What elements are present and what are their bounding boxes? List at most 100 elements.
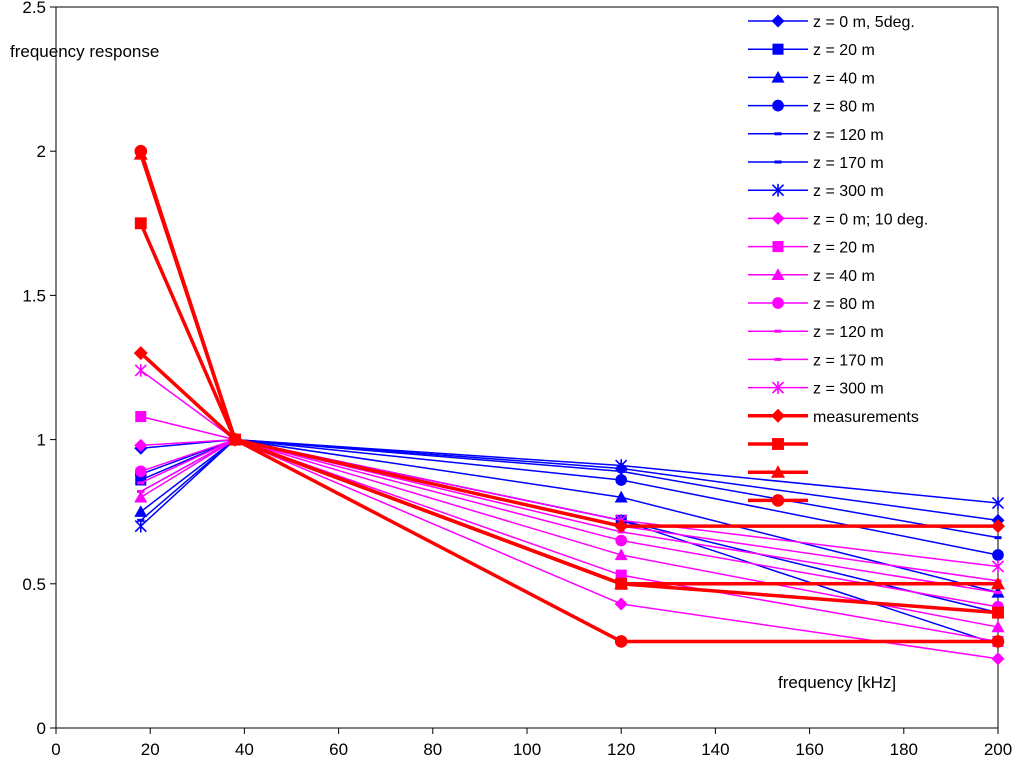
diamond-marker xyxy=(991,652,1005,666)
series-layer xyxy=(133,144,1005,666)
legend-entry xyxy=(748,438,808,450)
series-line xyxy=(140,438,999,628)
asterisk-marker xyxy=(134,519,147,533)
series-line xyxy=(139,351,998,528)
dash-marker xyxy=(774,357,782,361)
legend-label: z = 0 m; 10 deg. xyxy=(813,211,928,228)
dash-marker xyxy=(774,132,782,136)
y-tick-label: 2.5 xyxy=(22,0,46,17)
x-axis-title: frequency [kHz] xyxy=(778,673,896,692)
triangle-marker xyxy=(134,490,148,503)
legend-label: z = 300 m xyxy=(813,381,884,398)
series-line xyxy=(140,438,999,660)
series-line xyxy=(140,438,999,527)
legend-entry: z = 0 m; 10 deg. xyxy=(748,211,928,228)
series-line xyxy=(140,438,999,539)
legend-entry: z = 0 m, 5deg. xyxy=(748,14,915,31)
series-line xyxy=(140,369,999,568)
legend-entry: z = 170 m xyxy=(748,155,884,172)
legend-label: measurements xyxy=(813,409,919,426)
axes: 0 20 40 60 80 100 120 140 160 180 200 0 0.5 1 1.5 2 2.5 xyxy=(22,0,1012,759)
data-series xyxy=(134,433,1005,666)
series-line xyxy=(140,438,999,594)
triangle-marker xyxy=(771,465,785,478)
legend-entry: z = 80 m xyxy=(748,296,875,313)
diamond-marker xyxy=(133,346,148,361)
diamond-marker xyxy=(771,211,785,225)
data-series xyxy=(134,433,1004,613)
legend-label: z = 300 m xyxy=(813,183,884,200)
x-tick-label: 140 xyxy=(701,740,729,759)
legend-entry xyxy=(748,465,808,478)
legend-label: z = 120 m xyxy=(813,127,884,144)
triangle-marker xyxy=(614,548,628,561)
legend-label: z = 120 m xyxy=(813,324,884,341)
legend-entry: z = 300 m xyxy=(748,381,884,398)
triangle-marker xyxy=(614,490,628,503)
dash-marker xyxy=(994,590,1002,594)
legend-entry: z = 20 m xyxy=(748,42,875,59)
x-tick-label: 0 xyxy=(51,740,60,759)
data-series xyxy=(133,346,1005,534)
square-marker xyxy=(992,606,1004,619)
x-tick-label: 200 xyxy=(984,740,1012,759)
diamond-marker xyxy=(614,519,629,534)
legend-label: z = 20 m xyxy=(813,42,875,59)
circle-marker xyxy=(991,635,1005,648)
circle-marker xyxy=(614,635,628,648)
diamond-marker xyxy=(771,408,785,423)
legend-entry: measurements xyxy=(748,408,919,426)
asterisk-marker xyxy=(771,183,785,197)
legend-label: z = 20 m xyxy=(813,240,875,257)
triangle-marker xyxy=(771,70,785,83)
dash-marker xyxy=(774,329,782,333)
triangle-marker xyxy=(991,576,1005,590)
legend: z = 0 m, 5deg. z = 20 m z = 40 m z = 80 m z … xyxy=(748,14,928,507)
x-tick-label: 120 xyxy=(607,740,635,759)
legend-label: z = 40 m xyxy=(813,268,875,285)
circle-marker xyxy=(615,534,628,547)
legend-label: z = 170 m xyxy=(813,155,884,172)
circle-marker xyxy=(615,474,628,486)
circle-marker xyxy=(228,433,242,446)
x-tick-label: 20 xyxy=(141,740,160,759)
asterisk-marker xyxy=(134,364,147,377)
x-tick-label: 40 xyxy=(235,740,254,759)
series-line xyxy=(140,415,999,643)
asterisk-marker xyxy=(771,381,785,394)
asterisk-marker xyxy=(991,496,1005,510)
legend-entry: z = 20 m xyxy=(748,240,875,257)
square-marker xyxy=(615,569,627,581)
series-line xyxy=(139,150,998,644)
asterisk-marker xyxy=(991,560,1005,573)
x-tick-label: 60 xyxy=(329,740,348,759)
legend-label: z = 170 m xyxy=(813,352,884,369)
series-line xyxy=(140,438,999,608)
circle-marker xyxy=(992,549,1004,561)
y-tick-label: 1 xyxy=(37,431,46,450)
triangle-marker xyxy=(991,620,1005,633)
y-axis-title: frequency response xyxy=(10,42,159,61)
legend-label: z = 80 m xyxy=(813,99,875,116)
x-tick-label: 160 xyxy=(795,740,823,759)
legend-entry: z = 170 m xyxy=(748,352,884,369)
legend-entry xyxy=(748,494,808,507)
triangle-marker xyxy=(134,505,148,517)
dash-marker xyxy=(994,536,1002,540)
dash-marker xyxy=(137,490,145,494)
diamond-marker xyxy=(614,597,628,611)
legend-label: z = 40 m xyxy=(813,70,875,87)
circle-marker xyxy=(134,465,147,478)
diamond-marker xyxy=(771,14,785,28)
diamond-marker xyxy=(991,519,1005,534)
x-tick-label: 80 xyxy=(423,740,442,759)
dash-marker xyxy=(137,481,145,485)
legend-entry: z = 300 m xyxy=(748,183,884,200)
series-line xyxy=(140,438,999,594)
legend-label: z = 80 m xyxy=(813,296,875,313)
legend-entry: z = 120 m xyxy=(748,127,884,144)
x-tick-label: 180 xyxy=(890,740,918,759)
data-series xyxy=(134,144,1005,648)
